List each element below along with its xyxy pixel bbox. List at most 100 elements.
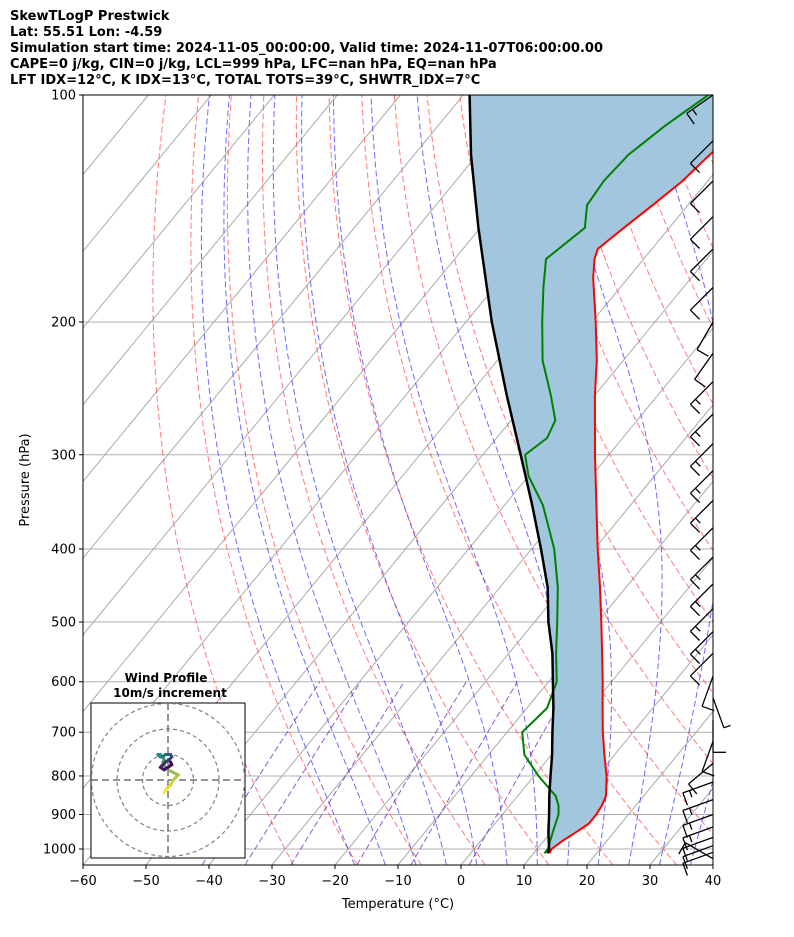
wind-barb-flag — [689, 403, 701, 414]
x-axis-label: Temperature (°C) — [341, 897, 454, 912]
wind-barb-flag — [689, 271, 701, 282]
x-tick-label: −10 — [384, 874, 411, 889]
isotherm-line — [649, 787, 713, 865]
wind-barb-shaft — [689, 608, 714, 632]
wind-barb-flag — [682, 810, 689, 824]
wind-barb — [689, 248, 714, 282]
wind-barb-shaft — [682, 836, 714, 849]
wind-barb-flag — [689, 436, 701, 447]
dry-adiabat-line — [261, 95, 486, 865]
wind-barb-shaft — [694, 352, 714, 380]
y-tick-label: 100 — [51, 89, 76, 104]
wind-barb-flag — [682, 856, 689, 870]
wind-barb-flag — [696, 349, 709, 357]
wind-barb-flag — [689, 203, 701, 214]
y-tick-label: 500 — [51, 616, 76, 631]
moist-adiabat-line — [647, 95, 713, 865]
isotherm-line — [523, 634, 713, 865]
y-tick-label: 300 — [51, 448, 76, 463]
wind-barb-shaft — [712, 697, 725, 729]
y-axis-label: Pressure (hPa) — [18, 433, 33, 526]
wind-barb-shaft — [689, 470, 714, 494]
wind-barb — [682, 836, 714, 861]
moist-adiabat-line — [223, 95, 386, 865]
wind-barb-shaft — [689, 287, 714, 311]
isotherm-line — [397, 480, 713, 865]
wind-barb-flag — [701, 705, 715, 712]
dry-adiabat-line — [393, 95, 713, 836]
wind-barb — [689, 631, 714, 664]
wind-barb — [689, 470, 714, 503]
wind-barb-flag — [689, 492, 701, 503]
wind-barb — [686, 94, 714, 125]
wind-barb — [689, 287, 714, 320]
wind-barb-shaft — [686, 94, 714, 114]
wind-barb-shaft — [689, 443, 714, 467]
isotherm-line — [712, 864, 713, 865]
wind-barb-flag — [686, 113, 695, 125]
dry-adiabat-line — [152, 95, 294, 865]
parcel-profile-line — [468, 95, 555, 854]
wind-barb — [696, 321, 714, 357]
wind-barb — [682, 826, 714, 851]
wind-barb-half-flag — [694, 398, 701, 405]
wind-barb-flag — [701, 770, 715, 777]
wind-barb-flag — [689, 309, 701, 320]
stability-indices-1: CAPE=0 j/kg, CIN=0 j/kg, LCL=999 hPa, LF… — [10, 57, 497, 72]
wind-barb-flag — [682, 825, 689, 838]
wind-barbs — [678, 94, 731, 876]
wind-barb-flag — [689, 465, 701, 476]
wind-barb-shaft — [689, 500, 714, 524]
wind-barb-shaft — [689, 180, 714, 204]
moist-adiabat-line — [721, 95, 794, 865]
wind-barb-shaft — [689, 381, 714, 405]
wind-barb-shaft — [682, 813, 714, 827]
wind-barb — [712, 720, 726, 753]
wind-barb-half-flag — [723, 724, 731, 729]
hodograph-trace-segment — [169, 760, 174, 767]
dry-adiabat-line — [459, 95, 713, 694]
wind-barb-flag — [694, 378, 706, 388]
wind-barb — [712, 697, 731, 729]
moist-adiabat-line — [689, 778, 713, 865]
moist-adiabat-line — [549, 95, 663, 865]
wind-barb-shaft — [689, 140, 714, 164]
wind-barb-shaft — [689, 216, 714, 240]
moist-adiabat-line — [416, 95, 572, 865]
x-tick-label: 40 — [705, 874, 722, 889]
wind-barb-shaft — [682, 851, 714, 864]
wind-barb-shaft — [688, 762, 714, 785]
wind-barb — [689, 140, 714, 174]
moist-adiabat-line — [301, 95, 478, 865]
wind-barb-flag — [689, 606, 701, 617]
x-tick-label: 20 — [579, 874, 596, 889]
mixing-ratio-line — [468, 681, 573, 865]
wind-barb-half-flag — [694, 460, 701, 467]
isotherm-line — [83, 95, 212, 253]
dry-adiabat-line — [557, 95, 713, 479]
wind-barb-flag — [689, 549, 701, 561]
x-tick-label: −50 — [132, 874, 159, 889]
x-tick-label: −60 — [69, 874, 96, 889]
wind-barb-flag — [688, 783, 698, 795]
temperature-profile-line — [548, 150, 713, 854]
dry-adiabat-line — [721, 95, 794, 865]
isotherm-line — [83, 95, 464, 559]
wind-barb-shaft — [689, 556, 714, 581]
isotherm-line — [586, 710, 713, 865]
x-tick-label: 30 — [642, 874, 659, 889]
wind-barb-flag — [689, 579, 701, 590]
wind-barb — [682, 798, 714, 824]
chart-title: SkewTLogP Prestwick — [10, 9, 170, 24]
hodograph-plot — [91, 703, 245, 858]
dry-adiabat-line — [753, 95, 794, 865]
y-tick-label: 800 — [51, 769, 76, 784]
wind-barb-half-flag — [694, 625, 701, 632]
wind-barb-flag — [682, 792, 689, 806]
wind-barb-shaft — [689, 248, 714, 272]
wind-barb-half-flag — [688, 790, 693, 798]
hodograph-subtitle: 10m/s increment — [113, 686, 227, 700]
y-tick-label: 900 — [51, 808, 76, 823]
